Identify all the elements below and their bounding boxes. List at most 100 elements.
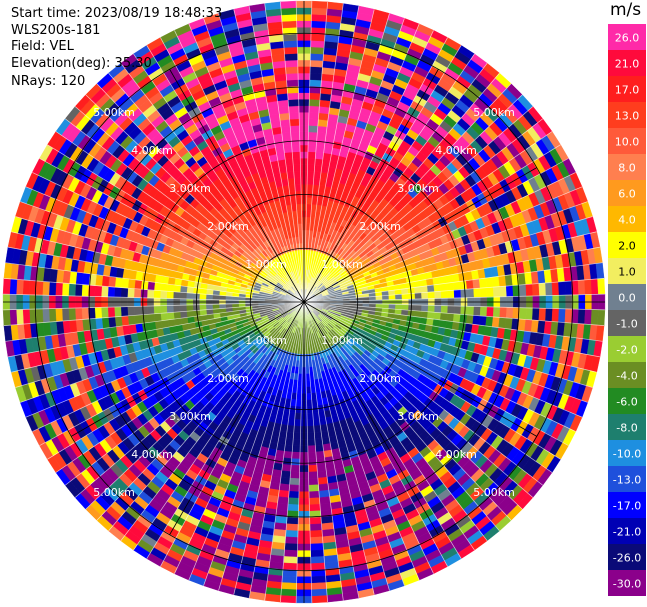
gate-cell — [287, 497, 300, 506]
gate-cell — [492, 286, 501, 298]
gate-cell — [485, 316, 494, 328]
gate-cell — [414, 292, 422, 300]
gate-cell — [519, 284, 527, 297]
gate-cell — [395, 304, 403, 310]
gate-cell — [310, 575, 327, 584]
gate-cell — [61, 282, 70, 297]
gate-cell — [472, 278, 481, 289]
gate-cell — [308, 118, 319, 127]
gate-cell — [311, 582, 327, 591]
gate-cell — [55, 308, 63, 322]
gate-cell — [433, 312, 442, 321]
gate-cell — [308, 464, 318, 473]
gate-cell — [35, 308, 44, 324]
gate-cell — [285, 523, 299, 532]
gate-cell — [127, 306, 135, 317]
gate-cell — [439, 282, 448, 292]
gate-cell — [479, 287, 488, 298]
gate-cell — [166, 290, 174, 299]
gate-cell — [22, 308, 31, 325]
gate-cell — [278, 483, 290, 492]
gate-cell — [281, 463, 292, 472]
gate-cell — [447, 289, 455, 299]
gate-cell — [315, 151, 324, 160]
gate-cell — [160, 312, 169, 322]
gate-cell — [315, 145, 325, 154]
gate-cell — [309, 536, 324, 545]
gate-cell — [295, 399, 302, 407]
gate-cell — [9, 309, 18, 326]
gate-cell — [473, 287, 481, 298]
gate-cell — [292, 432, 301, 440]
gate-cell — [472, 315, 481, 326]
gate-cell — [558, 281, 566, 296]
gate-cell — [2, 309, 11, 326]
gate-cell — [306, 197, 313, 205]
gate-cell — [519, 307, 527, 320]
gate-cell — [318, 489, 330, 498]
gate-cell — [290, 464, 300, 473]
gate-cell — [294, 412, 302, 420]
gate-cell — [287, 418, 296, 427]
gate-cell — [545, 282, 553, 296]
gate-cell — [420, 285, 429, 294]
gate-cell — [440, 290, 449, 299]
gate-cell — [281, 575, 298, 584]
gate-cell — [499, 285, 508, 298]
gate-cell — [309, 92, 321, 101]
gate-cell — [284, 536, 299, 545]
gate-cell — [280, 595, 297, 604]
gate-cell — [127, 287, 135, 298]
gate-cell — [310, 556, 325, 564]
gate-cell — [525, 283, 534, 297]
gate-cell — [35, 280, 44, 296]
gate-cell — [286, 517, 299, 525]
gate-cell — [284, 543, 298, 551]
gate-cell — [434, 290, 442, 299]
gate-cell — [498, 317, 507, 329]
gate-cell — [308, 484, 320, 492]
gate-cell — [564, 308, 573, 324]
gate-cell — [306, 399, 313, 407]
gate-cell — [42, 308, 50, 323]
gate-cell — [310, 20, 327, 29]
gate-cell — [558, 308, 566, 323]
gate-cell — [140, 288, 148, 299]
gate-cell — [466, 306, 475, 316]
gate-cell — [308, 131, 318, 140]
gate-cell — [307, 138, 318, 146]
gate-cell — [318, 106, 330, 115]
gate-cell — [427, 291, 436, 299]
gate-cell — [308, 471, 319, 479]
gate-cell — [276, 502, 289, 511]
gate-cell — [114, 276, 123, 288]
gate-cell — [532, 283, 540, 297]
gate-cell — [460, 305, 468, 316]
gate-cell — [101, 275, 110, 287]
gate-cell — [326, 593, 344, 603]
gate-cell — [479, 306, 488, 317]
gate-cell — [597, 309, 606, 326]
gate-cell — [307, 438, 316, 447]
gate-cell — [108, 276, 117, 288]
gate-cell — [446, 313, 455, 322]
gate-cell — [147, 281, 156, 291]
gate-cell — [306, 203, 312, 211]
gate-cell — [306, 412, 314, 420]
gate-cell — [459, 314, 468, 324]
gate-cell — [310, 53, 324, 61]
gate-cell — [308, 477, 319, 486]
gate-cell — [551, 281, 560, 296]
gate-cell — [101, 317, 110, 329]
gate-cell — [315, 450, 325, 459]
gate-cell — [179, 304, 187, 313]
gate-cell — [284, 444, 293, 453]
gate-cell — [292, 438, 301, 447]
gate-cell — [505, 307, 514, 319]
gate-cell — [316, 457, 326, 466]
gate-cell — [42, 281, 50, 296]
gate-cell — [3, 262, 13, 280]
gate-cell — [318, 483, 330, 492]
gate-cell — [293, 419, 302, 427]
gate-cell — [306, 393, 312, 401]
